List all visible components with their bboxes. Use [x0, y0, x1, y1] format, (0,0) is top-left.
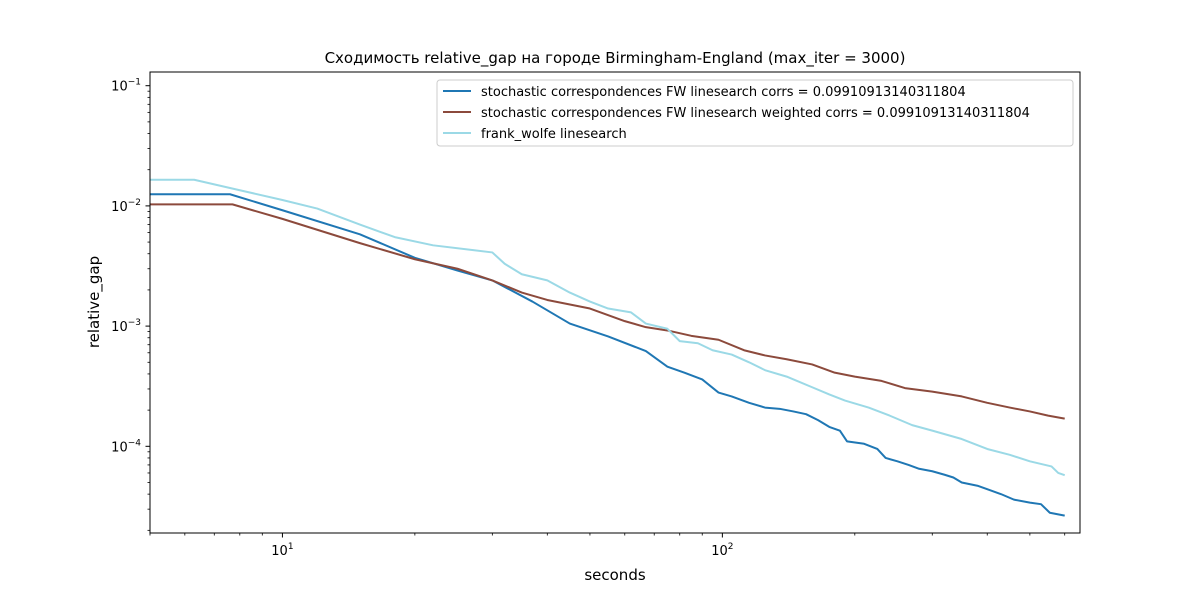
chart-title: Сходимость relative_gap на городе Birmin… [325, 49, 906, 68]
y-tick-label: 10−2 [111, 198, 141, 215]
legend-label-3: frank_wolfe linesearch [481, 127, 627, 142]
x-tick-label: 102 [711, 542, 733, 559]
series-line-3 [150, 178, 1066, 477]
series-line-1 [150, 193, 1065, 517]
x-tick-label: 101 [271, 542, 293, 559]
legend-label-2: stochastic correspondences FW linesearch… [481, 106, 1030, 121]
plot-frame [149, 71, 1081, 534]
x-axis-label: seconds [584, 566, 645, 584]
legend-label-1: stochastic correspondences FW linesearch… [481, 85, 966, 100]
y-tick-label: 10−3 [111, 318, 141, 335]
y-tick-label: 10−4 [111, 438, 141, 455]
legend-box [436, 79, 1074, 147]
legend: stochastic correspondences FW linesearch… [436, 79, 1074, 147]
y-axis-label: relative_gap [85, 256, 104, 348]
ticks-layer: 101 102 10−1 10−2 10−3 10−4 [111, 78, 1066, 559]
series-layer [150, 178, 1066, 517]
series-line-2 [150, 203, 1065, 420]
y-tick-label: 10−1 [111, 78, 141, 95]
